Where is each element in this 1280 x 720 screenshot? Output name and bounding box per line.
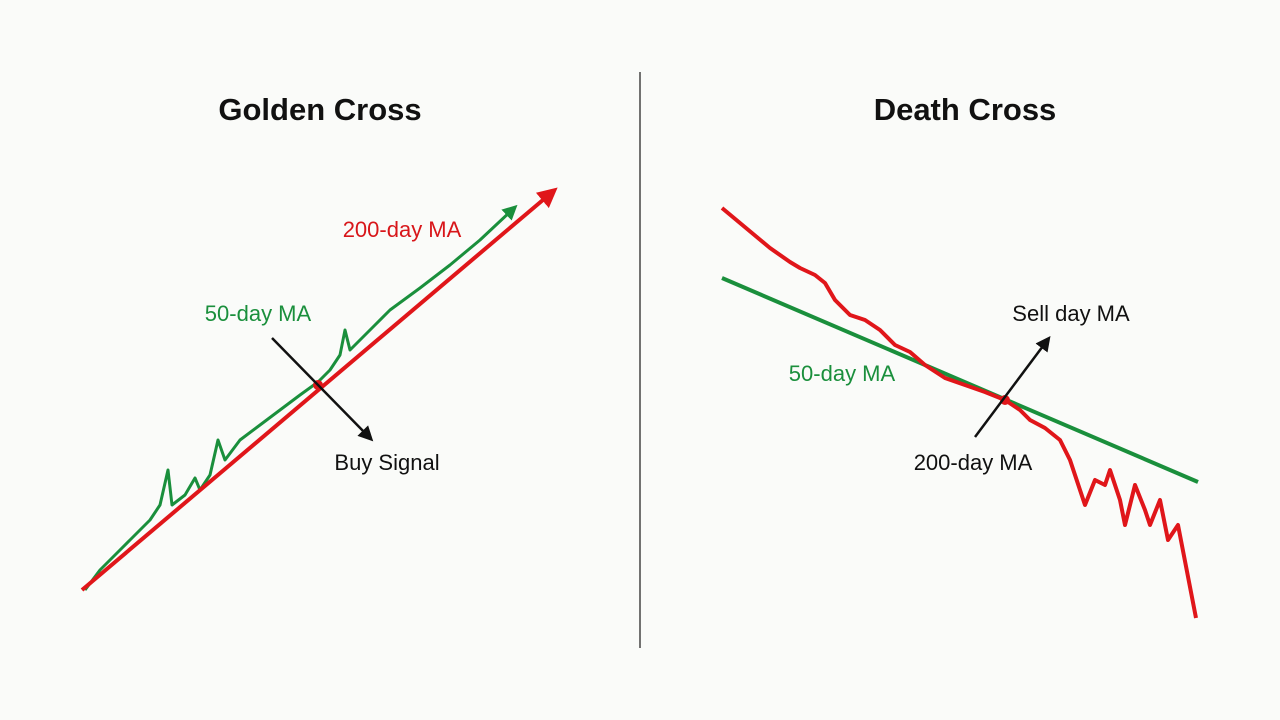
line-label: 50-day MA: [205, 301, 312, 326]
line-label: 200-day MA: [914, 450, 1033, 475]
pointer-arrow: [271, 337, 374, 442]
pointer-arrow: [973, 335, 1051, 438]
line-label: 200-day MA: [343, 217, 462, 242]
line-label: 50-day MA: [789, 361, 896, 386]
panel-title: Death Cross: [874, 92, 1057, 127]
ma-line-50: [83, 204, 518, 591]
ma-line-200: [80, 187, 558, 592]
panel-title: Golden Cross: [218, 92, 421, 127]
ma-line-200: [720, 206, 1198, 619]
cross-point: [1000, 395, 1010, 405]
signal-label: Buy Signal: [334, 450, 439, 475]
signal-label: Sell day MA: [1012, 301, 1130, 326]
ma-line-50: [721, 276, 1199, 484]
